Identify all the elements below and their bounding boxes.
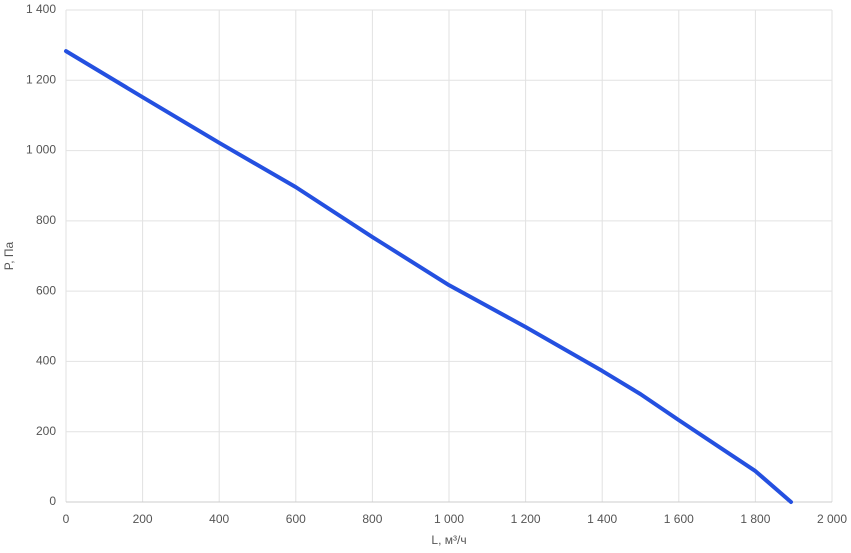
y-tick-label: 1 400 — [26, 2, 56, 16]
x-tick-label: 2 000 — [817, 512, 847, 526]
x-axis-label: L, м³/ч — [431, 533, 466, 547]
y-tick-label: 0 — [49, 494, 56, 508]
y-axis-label: P, Па — [2, 241, 16, 270]
x-tick-label: 1 000 — [434, 512, 464, 526]
x-tick-label: 1 200 — [511, 512, 541, 526]
x-tick-label: 800 — [362, 512, 382, 526]
y-tick-label: 1 000 — [26, 143, 56, 157]
data-line — [64, 49, 794, 504]
y-tick-label: 200 — [36, 424, 56, 438]
x-tick-label: 0 — [63, 512, 70, 526]
x-tick-label: 1 400 — [587, 512, 617, 526]
x-tick-label: 1 800 — [740, 512, 770, 526]
y-tick-label: 1 200 — [26, 72, 56, 86]
x-tick-label: 200 — [133, 512, 153, 526]
x-tick-label: 600 — [286, 512, 306, 526]
y-tick-label: 800 — [36, 213, 56, 227]
y-tick-label: 600 — [36, 283, 56, 297]
x-tick-label: 400 — [209, 512, 229, 526]
y-tick-label: 400 — [36, 354, 56, 368]
x-tick-label: 1 600 — [664, 512, 694, 526]
